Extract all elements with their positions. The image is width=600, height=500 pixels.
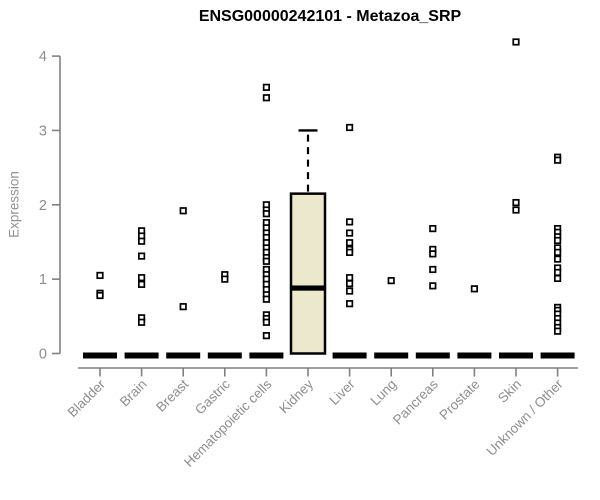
data-point <box>470 285 478 293</box>
data-point <box>346 280 354 288</box>
data-point <box>512 38 520 46</box>
data-point <box>262 318 270 326</box>
data-point <box>262 83 270 91</box>
data-point <box>96 291 104 300</box>
data-point <box>346 274 354 282</box>
data-point <box>553 248 562 256</box>
data-point <box>553 268 562 277</box>
data-point <box>346 287 354 295</box>
zero-bar <box>249 352 284 359</box>
data-point <box>346 300 354 308</box>
y-tick-label: 1 <box>39 272 47 288</box>
zero-bar <box>166 352 201 359</box>
category-label: Liver <box>326 376 358 408</box>
data-point <box>553 156 562 164</box>
zero-bar <box>540 352 575 359</box>
data-point <box>138 237 146 245</box>
data-point <box>179 207 187 215</box>
data-point <box>138 280 146 288</box>
data-point <box>553 327 562 335</box>
zero-bar <box>415 352 450 359</box>
data-point <box>553 236 562 245</box>
data-point <box>138 274 146 282</box>
data-point <box>429 282 437 290</box>
data-point <box>96 271 104 280</box>
y-tick-label: 4 <box>39 49 47 65</box>
category-label: Brain <box>117 377 150 410</box>
data-point <box>179 303 187 311</box>
category-label: Gastric <box>192 376 233 417</box>
data-point <box>553 255 562 263</box>
category-label: Unknown / Other <box>483 376 566 459</box>
data-point <box>387 277 395 285</box>
y-tick-label: 0 <box>39 347 47 363</box>
zero-bar <box>83 352 117 359</box>
median-line <box>291 285 325 291</box>
data-point <box>429 224 437 233</box>
y-tick-label: 3 <box>39 123 47 139</box>
data-point <box>346 218 354 226</box>
data-point <box>262 210 270 218</box>
box <box>289 192 327 355</box>
data-point <box>346 248 354 256</box>
data-point <box>262 94 270 102</box>
category-label: Lung <box>367 377 399 409</box>
category-label: Pancreas <box>390 376 441 427</box>
zero-bar <box>374 352 409 359</box>
zero-bar <box>332 352 367 359</box>
data-point <box>221 275 229 283</box>
y-axis-label: Expression <box>6 171 22 238</box>
chart-title: ENSG00000242101 - Metazoa_SRP <box>198 8 462 25</box>
data-point <box>512 206 520 214</box>
zero-bar <box>499 352 533 359</box>
category-label: Bladder <box>65 376 109 420</box>
data-point <box>262 332 270 340</box>
data-point <box>138 318 146 326</box>
data-point <box>553 274 562 283</box>
data-point <box>138 252 146 260</box>
category-label: Kidney <box>276 376 316 416</box>
data-point <box>512 198 520 207</box>
data-point <box>429 250 437 258</box>
data-point <box>346 123 354 132</box>
data-point <box>346 229 354 237</box>
category-label: Prostate <box>436 377 482 423</box>
category-label: Skin <box>495 377 524 406</box>
zero-bar <box>207 352 242 359</box>
category-label: Breast <box>153 376 191 414</box>
data-point <box>429 265 437 274</box>
data-point <box>346 239 354 247</box>
zero-bar <box>457 352 492 359</box>
data-point <box>262 295 270 303</box>
y-tick-label: 2 <box>39 198 47 214</box>
data-point <box>262 257 270 265</box>
zero-bar <box>124 352 159 359</box>
